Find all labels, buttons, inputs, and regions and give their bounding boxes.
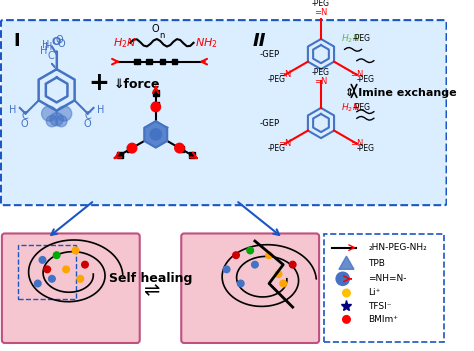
Text: -PEG: -PEG <box>353 34 371 43</box>
Text: C: C <box>47 51 54 61</box>
Circle shape <box>150 129 162 140</box>
Polygon shape <box>339 256 354 269</box>
Circle shape <box>82 261 88 268</box>
Circle shape <box>72 247 79 254</box>
Text: -PEG: -PEG <box>312 67 330 77</box>
Text: -PEG: -PEG <box>268 144 286 153</box>
Text: I: I <box>13 32 20 51</box>
Circle shape <box>39 257 46 263</box>
Circle shape <box>35 280 41 287</box>
Circle shape <box>128 143 137 153</box>
Text: -PEG: -PEG <box>353 103 371 112</box>
Circle shape <box>46 115 57 127</box>
Bar <box>153 102 159 107</box>
Text: ⇓force: ⇓force <box>114 78 160 91</box>
Text: -GEP: -GEP <box>259 119 280 127</box>
Bar <box>134 59 140 65</box>
Text: -GEP: -GEP <box>259 49 280 59</box>
Polygon shape <box>144 121 167 147</box>
Text: +: + <box>89 71 109 95</box>
Circle shape <box>280 280 286 287</box>
Text: =N: =N <box>314 8 328 17</box>
Bar <box>117 152 123 158</box>
Text: ⇕ Imine exchange: ⇕ Imine exchange <box>345 88 456 98</box>
Text: -PEG: -PEG <box>356 75 374 84</box>
Circle shape <box>233 252 239 258</box>
Circle shape <box>151 102 161 112</box>
Text: $H_2N$: $H_2N$ <box>341 101 360 114</box>
Circle shape <box>343 289 350 297</box>
FancyBboxPatch shape <box>181 233 319 343</box>
Circle shape <box>57 106 72 121</box>
Circle shape <box>42 106 57 121</box>
Text: -PEG: -PEG <box>312 0 330 8</box>
Circle shape <box>49 276 55 282</box>
Text: =N: =N <box>350 70 364 79</box>
Text: n: n <box>160 31 165 40</box>
Text: H: H <box>42 40 49 49</box>
Text: TPB: TPB <box>368 259 385 268</box>
Circle shape <box>266 252 273 258</box>
Circle shape <box>175 143 184 153</box>
Text: $H_2N$: $H_2N$ <box>341 32 360 45</box>
Circle shape <box>275 271 282 277</box>
Text: =N: =N <box>278 139 292 148</box>
Text: O: O <box>152 24 160 34</box>
Text: =N: =N <box>350 139 364 148</box>
Bar <box>179 146 184 152</box>
Bar <box>127 146 133 152</box>
Text: $\rightleftharpoons$: $\rightleftharpoons$ <box>140 282 162 300</box>
Bar <box>146 59 152 65</box>
Text: ₂HN-PEG-NH₂: ₂HN-PEG-NH₂ <box>368 243 427 252</box>
Circle shape <box>289 261 296 268</box>
Text: -PEG: -PEG <box>268 75 286 84</box>
FancyBboxPatch shape <box>1 20 447 205</box>
Text: H: H <box>9 105 16 115</box>
Circle shape <box>44 266 51 273</box>
Text: H: H <box>45 42 52 52</box>
Text: O: O <box>57 39 65 49</box>
Text: C: C <box>22 111 28 121</box>
Circle shape <box>247 247 254 254</box>
Bar <box>189 152 195 158</box>
Circle shape <box>237 280 244 287</box>
Text: TFSI⁻: TFSI⁻ <box>368 302 392 311</box>
Text: O: O <box>21 119 28 129</box>
Circle shape <box>336 272 349 285</box>
Text: O: O <box>52 37 61 47</box>
Circle shape <box>223 266 230 273</box>
Circle shape <box>252 261 258 268</box>
Text: C: C <box>85 111 91 121</box>
Text: BMIm⁺: BMIm⁺ <box>368 315 398 324</box>
Text: =N: =N <box>314 77 328 86</box>
Circle shape <box>77 276 83 282</box>
Text: $H_2N$: $H_2N$ <box>113 36 137 50</box>
Circle shape <box>63 266 69 273</box>
Circle shape <box>54 252 60 258</box>
Text: -PEG: -PEG <box>356 144 374 153</box>
Text: =N: =N <box>278 70 292 79</box>
Bar <box>172 59 177 65</box>
Circle shape <box>343 316 350 323</box>
Text: H: H <box>40 46 47 56</box>
Bar <box>153 90 159 95</box>
Text: Self healing: Self healing <box>109 272 193 285</box>
Text: H: H <box>97 105 105 115</box>
Circle shape <box>56 115 67 127</box>
Text: Li⁺: Li⁺ <box>368 289 381 297</box>
Text: $NH_2$: $NH_2$ <box>195 36 218 50</box>
Bar <box>160 59 165 65</box>
FancyBboxPatch shape <box>324 234 444 342</box>
Text: II: II <box>253 32 266 51</box>
Text: O: O <box>84 119 91 129</box>
Text: O: O <box>55 35 64 45</box>
Circle shape <box>50 113 63 126</box>
Text: =NH=N-: =NH=N- <box>368 274 407 283</box>
FancyBboxPatch shape <box>2 233 140 343</box>
